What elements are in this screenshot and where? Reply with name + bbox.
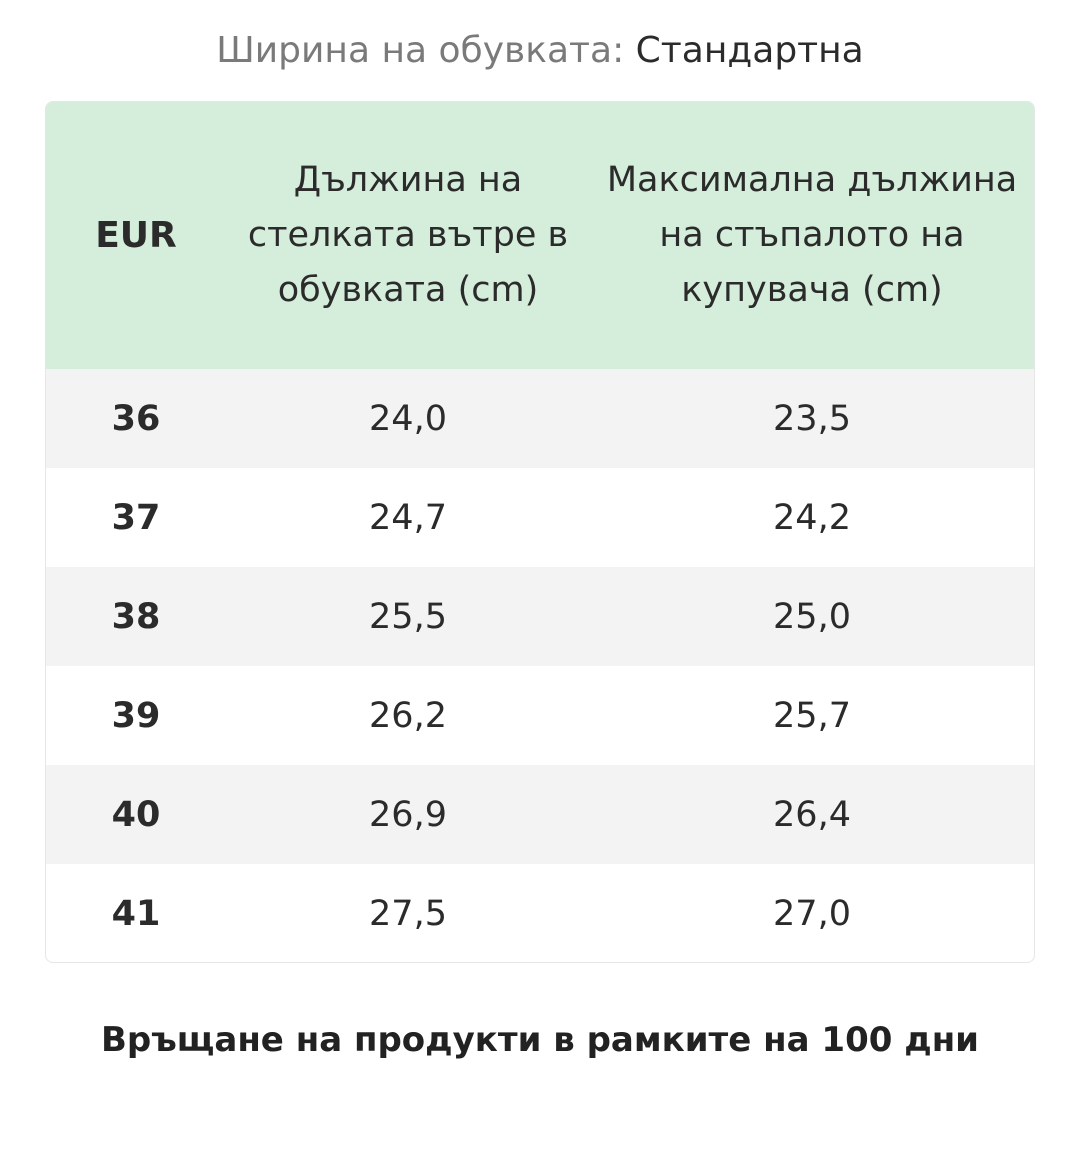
- eur-size: 41: [111, 893, 161, 934]
- max-foot-length: 24,2: [773, 497, 851, 538]
- eur-size: 38: [111, 596, 161, 637]
- shoe-width-value: Стандартна: [635, 30, 864, 71]
- header-insole-length: Дължина на стелката вътре в обувката (cm…: [247, 160, 569, 310]
- max-foot-length: 26,4: [773, 794, 851, 835]
- table-row: 36 24,0 23,5: [46, 369, 1034, 468]
- max-foot-length: 27,0: [773, 893, 851, 934]
- insole-length: 26,2: [369, 695, 447, 736]
- insole-length: 27,5: [369, 893, 447, 934]
- shoe-width-label: Ширина на обувката:: [216, 30, 625, 71]
- insole-length: 25,5: [369, 596, 447, 637]
- max-foot-length: 25,0: [773, 596, 851, 637]
- max-foot-length: 23,5: [773, 398, 851, 439]
- returns-info: Връщане на продукти в рамките на 100 дни: [100, 1020, 980, 1060]
- eur-size: 36: [111, 398, 161, 439]
- header-eur: EUR: [95, 215, 177, 256]
- table-row: 38 25,5 25,0: [46, 567, 1034, 666]
- shoe-width-title: Ширина на обувката: Стандартна: [0, 24, 1080, 78]
- insole-length: 24,0: [369, 398, 447, 439]
- eur-size: 39: [111, 695, 161, 736]
- eur-size: 40: [111, 794, 161, 835]
- table-row: 39 26,2 25,7: [46, 666, 1034, 765]
- table-row: 37 24,7 24,2: [46, 468, 1034, 567]
- insole-length: 24,7: [369, 497, 447, 538]
- insole-length: 26,9: [369, 794, 447, 835]
- table-row: 40 26,9 26,4: [46, 765, 1034, 864]
- table-row: 41 27,5 27,0: [46, 864, 1034, 962]
- header-max-foot-length: Максимална дължина на стъпалото на купув…: [606, 160, 1018, 310]
- max-foot-length: 25,7: [773, 695, 851, 736]
- eur-size: 37: [111, 497, 161, 538]
- table-header: EUR Дължина на стелката вътре в обувката…: [46, 102, 1034, 369]
- size-table: EUR Дължина на стелката вътре в обувката…: [45, 101, 1035, 963]
